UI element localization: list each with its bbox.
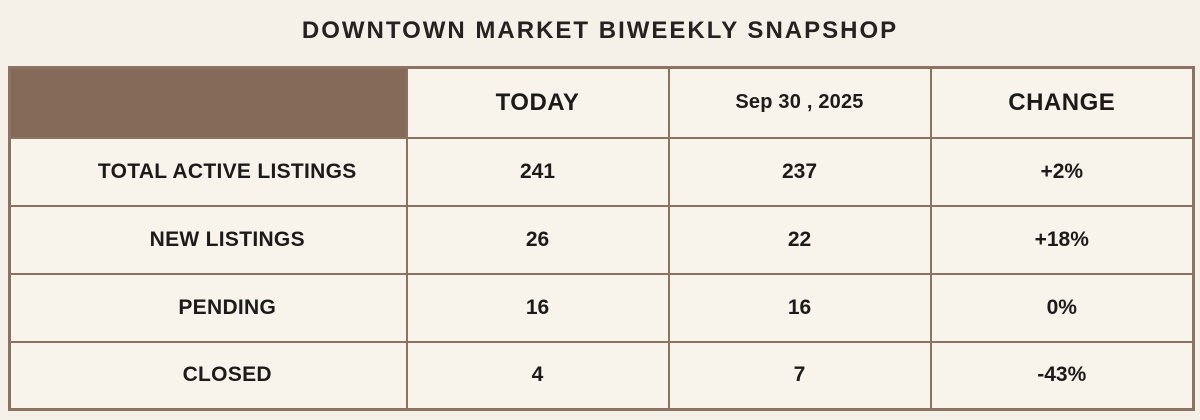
- row-label-closed: CLOSED: [8, 340, 408, 411]
- cell-today-value: 4: [405, 340, 670, 411]
- cell-change-value: 0%: [929, 272, 1195, 343]
- row-label-new-listings: NEW LISTINGS: [8, 204, 408, 275]
- column-header-change: CHANGE: [929, 66, 1195, 139]
- table-header-row: TODAY Sep 30 , 2025 CHANGE: [8, 66, 1195, 139]
- table-row: PENDING 16 16 0%: [8, 272, 1195, 343]
- market-snapshot-table: TODAY Sep 30 , 2025 CHANGE TOTAL ACTIVE …: [8, 66, 1195, 411]
- cell-today-value: 26: [405, 204, 670, 275]
- cell-change-value: +18%: [929, 204, 1195, 275]
- cell-prior-value: 16: [667, 272, 932, 343]
- row-label-total-active-listings: TOTAL ACTIVE LISTINGS: [8, 136, 408, 207]
- cell-prior-value: 22: [667, 204, 932, 275]
- row-label-pending: PENDING: [8, 272, 408, 343]
- cell-prior-value: 237: [667, 136, 932, 207]
- cell-change-value: +2%: [929, 136, 1195, 207]
- table-row: TOTAL ACTIVE LISTINGS 241 237 +2%: [8, 136, 1195, 207]
- table-row: CLOSED 4 7 -43%: [8, 340, 1195, 411]
- page-title: DOWNTOWN MARKET BIWEEKLY SNAPSHOP: [301, 17, 899, 44]
- corner-cell: [8, 66, 408, 139]
- cell-prior-value: 7: [667, 340, 932, 411]
- cell-today-value: 16: [405, 272, 670, 343]
- column-header-today: TODAY: [405, 66, 670, 139]
- table-row: NEW LISTINGS 26 22 +18%: [8, 204, 1195, 275]
- cell-today-value: 241: [405, 136, 670, 207]
- cell-change-value: -43%: [929, 340, 1195, 411]
- column-header-date: Sep 30 , 2025: [667, 66, 932, 139]
